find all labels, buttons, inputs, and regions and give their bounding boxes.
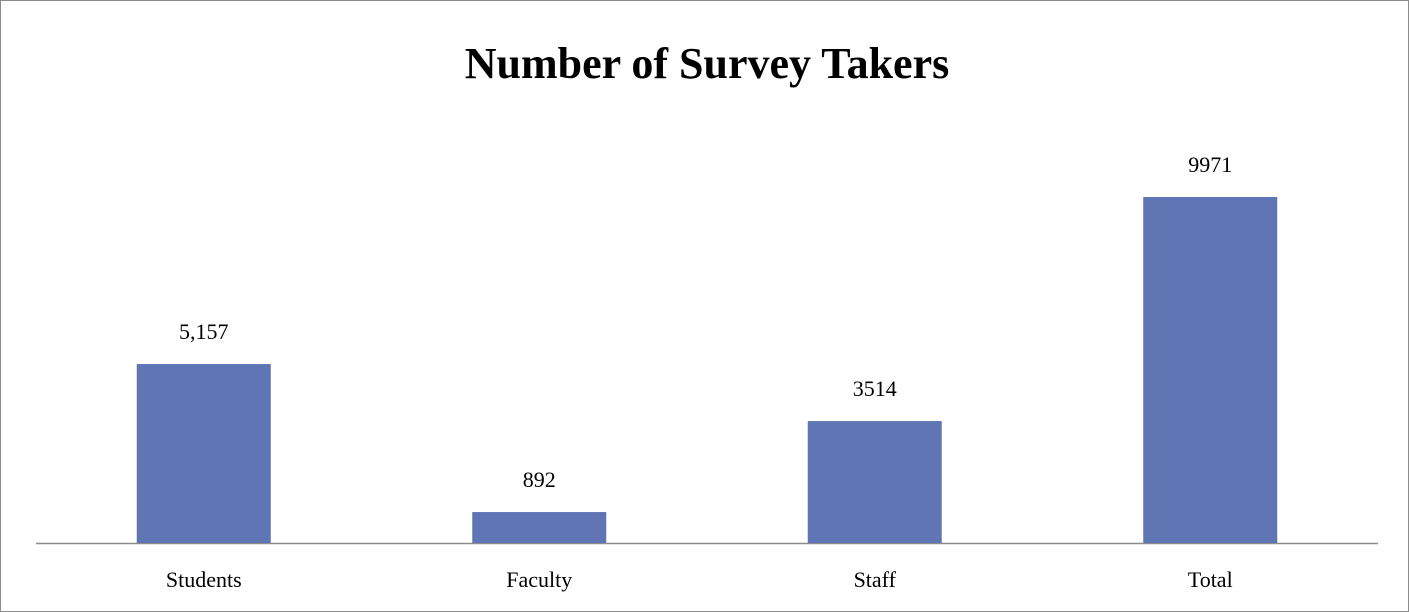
data-label: 5,157 (179, 319, 229, 344)
data-label: 9971 (1188, 152, 1232, 177)
data-label: 3514 (853, 376, 897, 401)
chart-title: Number of Survey Takers (465, 39, 949, 88)
bar (807, 421, 942, 543)
bar (472, 512, 607, 543)
bar (136, 364, 271, 543)
x-tick-label: Students (166, 567, 242, 592)
data-label: 892 (523, 467, 556, 492)
x-tick-label: Staff (854, 567, 897, 592)
bar (1143, 197, 1278, 543)
x-tick-label: Total (1188, 567, 1233, 592)
x-tick-label: Faculty (506, 567, 572, 592)
